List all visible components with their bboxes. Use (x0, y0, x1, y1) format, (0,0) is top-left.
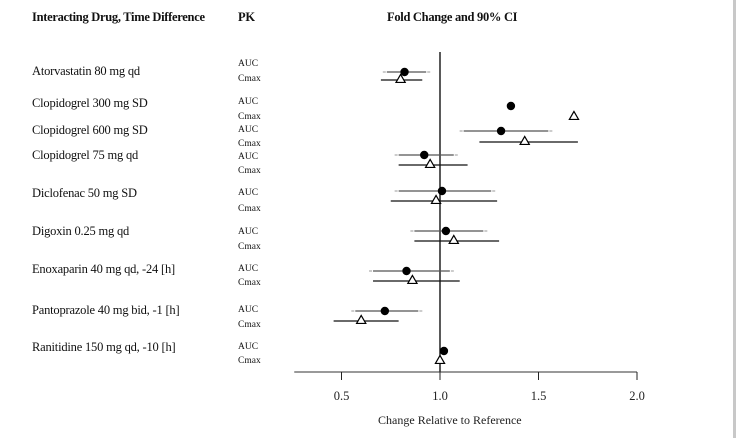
pk-label-cmax: Cmax (238, 242, 261, 252)
drug-label: Enoxaparin 40 mg qd, -24 [h] (32, 262, 175, 276)
drug-label: Ranitidine 150 mg qd, -10 [h] (32, 340, 176, 354)
drug-label: Atorvastatin 80 mg qd (32, 64, 140, 78)
pk-label-cmax: Cmax (238, 278, 261, 288)
pk-label-auc: AUC (238, 125, 259, 135)
drug-label: Digoxin 0.25 mg qd (32, 224, 130, 238)
auc-point (439, 346, 449, 356)
pk-label-auc: AUC (238, 305, 259, 315)
auc-point (402, 266, 411, 276)
window-edge (733, 0, 736, 438)
auc-point (380, 306, 390, 316)
pk-label-auc: AUC (238, 59, 259, 69)
pk-label-auc: AUC (238, 188, 259, 198)
auc-point (441, 226, 451, 236)
cmax-point (406, 274, 419, 285)
cmax-point (430, 194, 442, 205)
pk-label-auc: AUC (238, 264, 259, 274)
cmax-point (424, 158, 436, 169)
pk-label-cmax: Cmax (238, 204, 261, 214)
x-tick-label: 2.0 (629, 389, 645, 403)
drug-label: Clopidogrel 600 mg SD (32, 123, 148, 137)
drug-label: Diclofenac 50 mg SD (32, 186, 137, 200)
cmax-point (568, 110, 580, 121)
x-tick-label: 0.5 (334, 389, 350, 403)
drug-label: Pantoprazole 40 mg bid, -1 [h] (32, 303, 180, 317)
x-tick-label: 1.0 (432, 389, 448, 403)
pk-label-cmax: Cmax (238, 74, 261, 84)
auc-point (400, 67, 409, 77)
pk-label-cmax: Cmax (238, 112, 261, 122)
pk-column-header: PK (238, 10, 255, 24)
cmax-point (519, 135, 531, 146)
x-tick-label: 1.5 (531, 389, 547, 403)
cmax-point (394, 73, 407, 84)
x-axis-title: Change Relative to Reference (378, 413, 522, 427)
auc-point (437, 186, 447, 196)
pk-label-auc: AUC (238, 342, 259, 352)
drug-column-header: Interacting Drug, Time Difference (32, 10, 205, 24)
drug-label: Clopidogrel 75 mg qd (32, 148, 139, 162)
cmax-point (434, 354, 446, 365)
pk-label-auc: AUC (238, 227, 259, 237)
pk-label-cmax: Cmax (238, 356, 261, 366)
auc-point (496, 126, 506, 136)
pk-label-cmax: Cmax (238, 166, 261, 176)
chart-title: Fold Change and 90% CI (387, 10, 518, 24)
pk-label-cmax: Cmax (238, 139, 261, 149)
pk-label-auc: AUC (238, 97, 259, 107)
auc-point (420, 150, 429, 160)
drug-label: Clopidogrel 300 mg SD (32, 96, 148, 110)
cmax-point (448, 234, 460, 245)
auc-point (506, 101, 516, 111)
pk-label-cmax: Cmax (238, 320, 261, 330)
pk-label-auc: AUC (238, 152, 259, 162)
cmax-point (355, 314, 367, 325)
